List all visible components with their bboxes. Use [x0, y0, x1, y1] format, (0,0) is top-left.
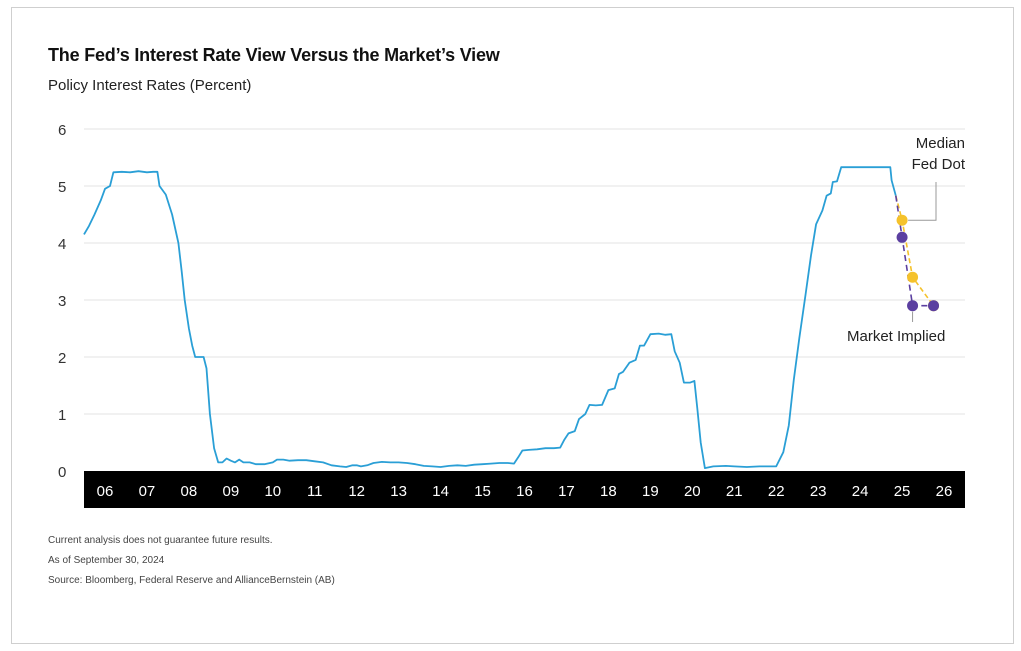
chart-subtitle: Policy Interest Rates (Percent) — [48, 77, 252, 94]
market-implied-point — [896, 231, 908, 243]
x-tick-label: 08 — [181, 483, 198, 500]
x-tick-label: 13 — [390, 483, 407, 500]
median-fed-dot-label: Fed Dot — [912, 156, 966, 173]
y-tick-label: 3 — [58, 293, 66, 310]
chart-title: The Fed’s Interest Rate View Versus the … — [48, 45, 500, 65]
median-fed-dot-point — [907, 271, 919, 283]
x-tick-label: 15 — [474, 483, 491, 500]
market-implied-line — [895, 195, 934, 307]
x-tick-label: 18 — [600, 483, 617, 500]
x-tick-label: 26 — [936, 483, 953, 500]
disclaimer-note: Current analysis does not guarantee futu… — [48, 535, 273, 546]
y-tick-label: 5 — [58, 179, 66, 196]
source-note: Source: Bloomberg, Federal Reserve and A… — [48, 575, 335, 586]
fed-funds-rate-line — [83, 166, 897, 469]
x-tick-label: 06 — [97, 483, 114, 500]
x-tick-label: 25 — [894, 483, 911, 500]
x-tick-label: 17 — [558, 483, 575, 500]
y-tick-label: 4 — [58, 236, 66, 253]
x-tick-label: 09 — [222, 483, 239, 500]
chart-frame — [11, 7, 1014, 644]
market-implied-point — [907, 300, 919, 312]
median-fed-dot-point — [896, 214, 908, 226]
median-fed-dot-label: Median — [916, 135, 965, 152]
market-implied-point — [928, 300, 940, 312]
median-fed-dot-line — [895, 195, 935, 307]
as-of-note: As of September 30, 2024 — [48, 555, 165, 566]
x-tick-label: 22 — [768, 483, 785, 500]
y-tick-label: 1 — [58, 407, 66, 424]
x-tick-label: 07 — [139, 483, 156, 500]
y-tick-label: 2 — [58, 350, 66, 367]
x-tick-label: 11 — [307, 483, 323, 500]
x-tick-label: 20 — [684, 483, 701, 500]
median-fed-dot-leader — [908, 182, 937, 221]
x-tick-label: 21 — [726, 483, 743, 500]
y-tick-label: 0 — [58, 464, 66, 481]
y-tick-label: 6 — [58, 122, 66, 139]
x-axis-band — [84, 471, 965, 508]
x-tick-label: 12 — [348, 483, 365, 500]
x-tick-label: 16 — [516, 483, 533, 500]
x-tick-label: 10 — [264, 483, 281, 500]
x-tick-label: 24 — [852, 483, 869, 500]
x-tick-label: 23 — [810, 483, 827, 500]
x-tick-label: 19 — [642, 483, 659, 500]
market-implied-label: Market Implied — [847, 328, 945, 345]
x-tick-label: 14 — [432, 483, 449, 500]
